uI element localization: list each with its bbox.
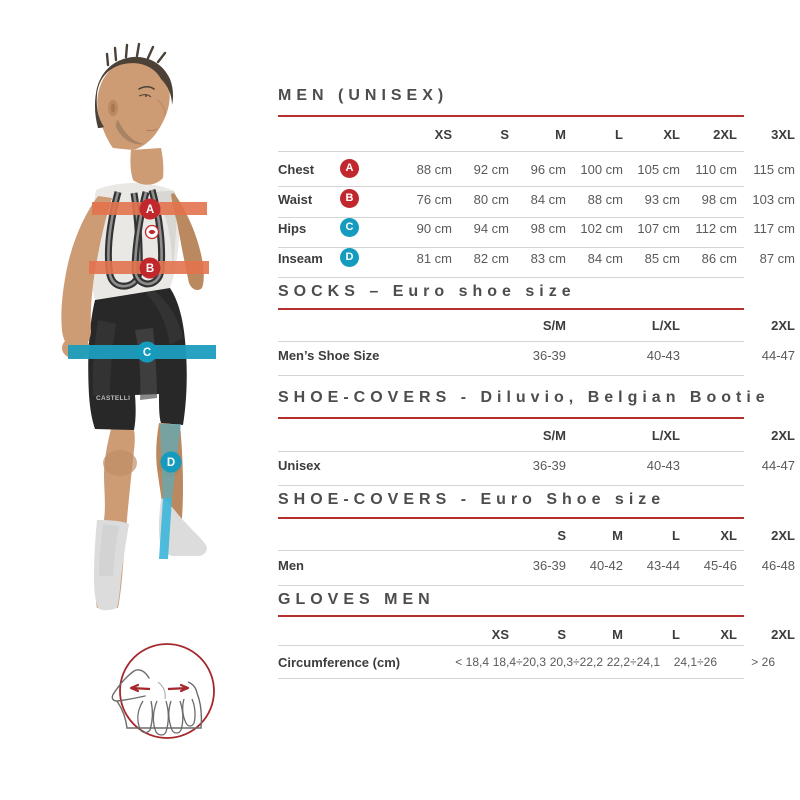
svg-text:B: B xyxy=(146,263,154,275)
svg-text:D: D xyxy=(167,457,175,469)
svg-text:A: A xyxy=(146,204,154,216)
svg-text:CASTELLI: CASTELLI xyxy=(96,395,130,402)
svg-text:C: C xyxy=(143,347,151,359)
